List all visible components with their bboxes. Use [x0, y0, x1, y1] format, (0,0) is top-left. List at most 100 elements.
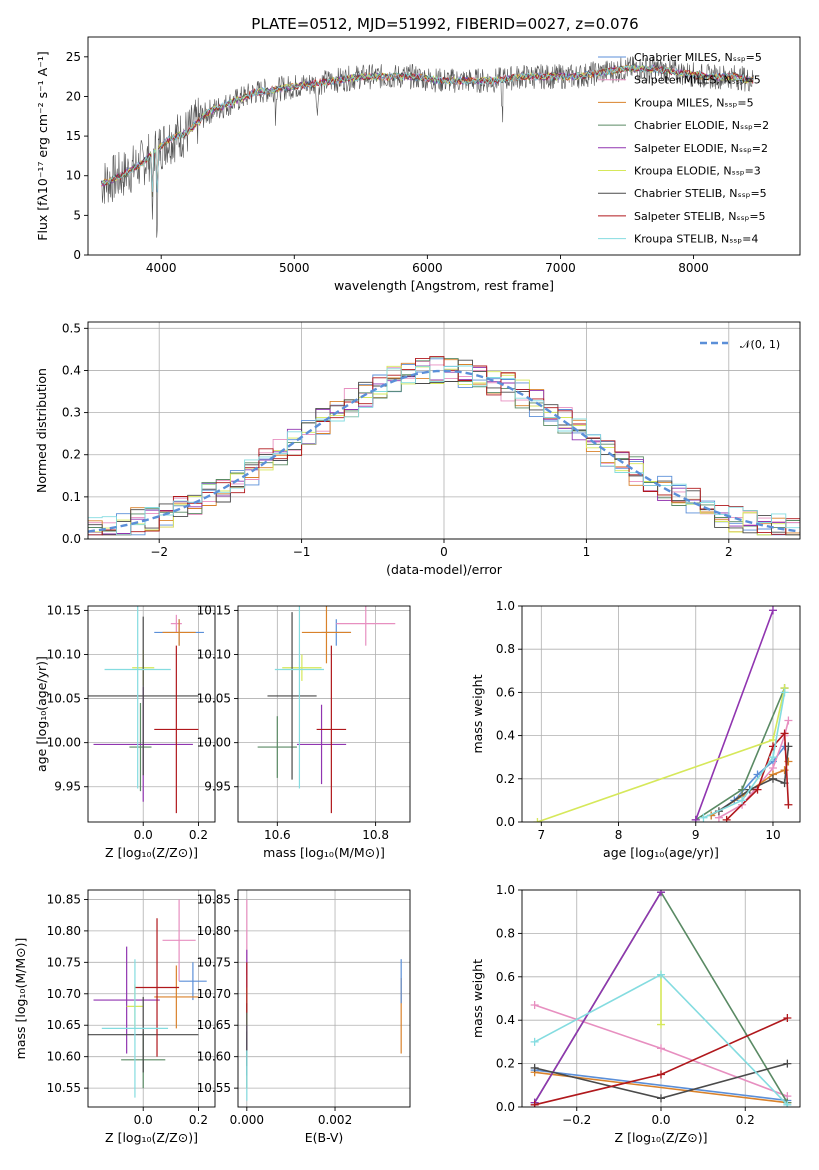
- y-tick-label: 10.00: [197, 736, 231, 750]
- y-tick-label: 1.0: [496, 599, 515, 613]
- panel-1: 4000 5000 6000 7000 8000 0 5 10 15 20 25 wavelength…: [35, 36, 801, 293]
- legend-entry: Salpeter STELIB, Nₛₛₚ=5: [634, 210, 766, 223]
- weight-marker: [784, 716, 793, 725]
- axis-frame: −2 −1 0 1 2 0.0 0.1 0.2 0.3 0.4 0.5: [62, 321, 801, 559]
- plot-area: [530, 890, 792, 1107]
- y-tick-label: 10.60: [47, 1050, 81, 1064]
- weight-marker: [783, 1100, 792, 1107]
- x-tick-label: 1: [583, 545, 591, 559]
- y-tick-label: 0.0: [62, 532, 81, 546]
- weight-series-5: [691, 606, 777, 822]
- legend-entry: Kroupa STELIB, Nₛₛₚ=4: [634, 233, 758, 246]
- error-bar-point-5: [93, 946, 160, 1054]
- x-tick-label: 9: [692, 828, 700, 842]
- y-tick-label: 10.05: [197, 692, 231, 706]
- y-tick-label: 9.95: [204, 780, 231, 794]
- weight-marker: [657, 970, 665, 979]
- x-axis-label: E(B-V): [305, 1130, 344, 1145]
- x-axis-label: Z [log₁₀(Z/Z⊙)]: [105, 845, 198, 860]
- y-tick-label: 10.10: [47, 647, 81, 661]
- error-bar-point-3: [154, 965, 199, 1029]
- legend-entry: 𝒩(0, 1): [740, 338, 780, 351]
- y-tick-label: 10: [66, 169, 81, 183]
- weight-marker: [722, 815, 731, 822]
- y-tick-label: 10.65: [47, 1018, 81, 1032]
- weight-marker: [738, 796, 747, 805]
- y-tick-label: 10.70: [47, 987, 81, 1001]
- x-tick-label: 4000: [146, 261, 177, 275]
- weight-marker: [780, 688, 789, 697]
- legend-entry: Salpeter MILES, Nₛₛₚ=5: [634, 74, 761, 87]
- error-bar-point-7: [267, 612, 317, 780]
- x-tick-label: 2: [725, 545, 733, 559]
- x-tick-label: 0.2: [189, 1113, 208, 1127]
- error-bar-point-2: [170, 614, 182, 633]
- grid: [238, 890, 410, 1107]
- observed-spectrum-line: [101, 56, 754, 238]
- y-tick-label: 10.55: [197, 1081, 231, 1095]
- weight-series-6: [533, 684, 789, 822]
- weight-marker: [699, 813, 708, 822]
- x-tick-label: 7: [537, 828, 545, 842]
- legend-entry: Kroupa MILES, Nₛₛₚ=5: [634, 96, 754, 109]
- error-bar-point-4: [129, 702, 152, 792]
- x-tick-label: 0.0: [134, 828, 153, 842]
- axis-frame: 0.0 0.2 10.55 10.60 10.65 10.70 10.75 10.80 10.8…: [47, 889, 216, 1127]
- plot-area: [88, 356, 800, 536]
- plot-area: [257, 606, 396, 814]
- axis-box: [237, 889, 411, 1108]
- y-tick-label: 0.6: [496, 685, 515, 699]
- axis-frame: 0.000 0.002 10.55 10.60 10.65 10.70 10.75 10.80…: [197, 889, 411, 1127]
- x-axis-label: age [log₁₀(age/yr)]: [603, 845, 719, 860]
- x-tick-label: −1: [293, 545, 311, 559]
- y-axis-label: Flux [fλ10⁻¹⁷ erg cm⁻² s⁻¹ A⁻¹]: [35, 51, 50, 240]
- y-axis-label: age [log₁₀(age/yr)]: [34, 656, 49, 772]
- y-axis-label: Normed distribution: [34, 368, 49, 493]
- weight-line: [534, 1069, 788, 1102]
- y-tick-label: 10.00: [47, 736, 81, 750]
- normal-reference-curve: [88, 369, 800, 533]
- y-tick-label: 15: [66, 129, 81, 143]
- axis-frame: 4000 5000 6000 7000 8000 0 5 10 15 20 25: [66, 36, 801, 275]
- panel-4: 10.6 10.8 9.95 10.00 10.05 10.10 10.15 mass [lo…: [197, 603, 411, 860]
- weight-series-8: [530, 1014, 792, 1107]
- y-tick-label: 10.55: [47, 1081, 81, 1095]
- x-tick-label: 0.0: [134, 1113, 153, 1127]
- legend-entry: Salpeter ELODIE, Nₛₛₚ=2: [634, 142, 768, 155]
- weight-marker: [738, 785, 747, 794]
- weight-series-9: [699, 688, 789, 822]
- weight-marker: [783, 1014, 792, 1023]
- error-bar-point-2: [336, 606, 396, 646]
- weight-marker: [783, 1059, 792, 1068]
- y-tick-label: 0.2: [496, 1057, 515, 1071]
- model-spectrum-line-9: [100, 64, 754, 193]
- y-tick-label: 0.0: [496, 1100, 515, 1114]
- y-tick-label: 0.1: [62, 490, 81, 504]
- weight-marker: [533, 818, 542, 822]
- weight-marker: [657, 1094, 665, 1103]
- grid: [88, 606, 215, 822]
- y-tick-label: 10.10: [197, 647, 231, 661]
- plot-area: [533, 606, 793, 822]
- legend-entry: Kroupa ELODIE, Nₛₛₚ=3: [634, 165, 761, 178]
- y-tick-label: 10.80: [47, 924, 81, 938]
- legend-entry: Chabrier ELODIE, Nₛₛₚ=2: [634, 119, 769, 132]
- error-bar-point-7: [88, 996, 199, 1073]
- x-axis-label: Z [log₁₀(Z/Z⊙)]: [615, 1130, 708, 1145]
- y-tick-label: 10.75: [197, 955, 231, 969]
- panel-7: 0.000 0.002 10.55 10.60 10.65 10.70 10.75 10.80…: [197, 889, 411, 1145]
- y-tick-label: 10.75: [47, 955, 81, 969]
- panel-5: 7 8 9 10 0.0 0.2 0.4 0.6 0.8 1.0 age [log₁₀(age/yr…: [470, 599, 801, 860]
- x-tick-label: −0.2: [562, 1113, 591, 1127]
- chart-title: PLATE=0512, MJD=51992, FIBERID=0027, z=0…: [251, 15, 638, 33]
- legend-entry: Chabrier STELIB, Nₛₛₚ=5: [634, 187, 767, 200]
- grid: [238, 606, 410, 822]
- weight-marker: [768, 753, 777, 762]
- plot-area: [88, 606, 204, 814]
- weight-marker: [784, 800, 793, 809]
- x-tick-label: −2: [150, 545, 168, 559]
- x-axis-label: mass [log₁₀(M/M⊙)]: [263, 845, 385, 860]
- y-axis-label: mass weight: [470, 959, 485, 1038]
- y-tick-label: 10.15: [47, 603, 81, 617]
